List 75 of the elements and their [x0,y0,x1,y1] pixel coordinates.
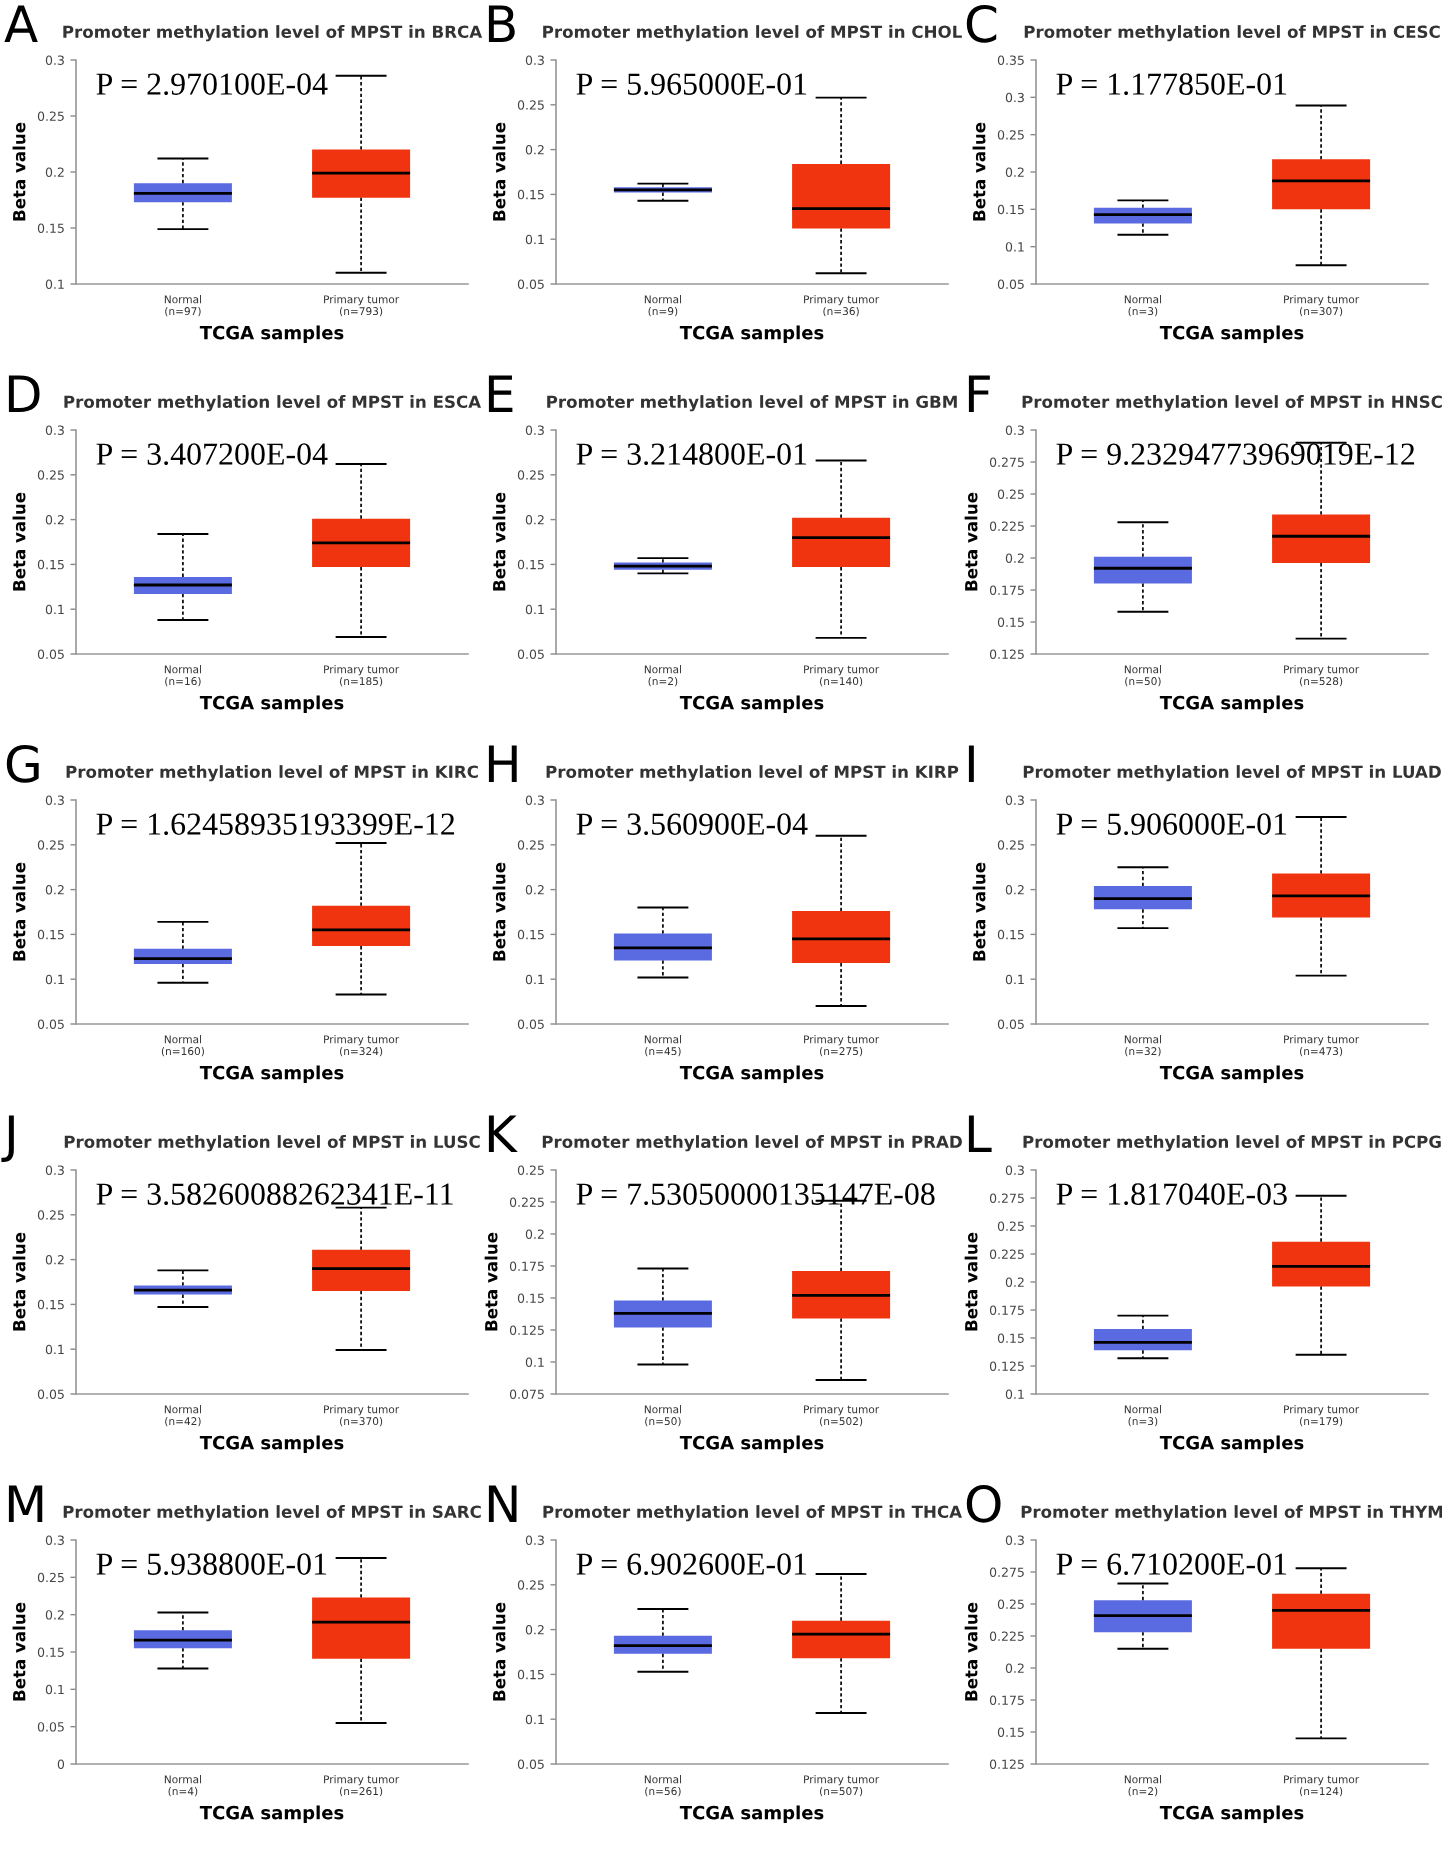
text: A [4,5,38,42]
annotation: P = 3.58260088262341E-11 [96,1183,453,1206]
y-axis-title: Beta value [492,492,506,591]
y-axis-title: Beta value [972,862,986,961]
x-axis-title: TCGA samples [199,325,344,343]
chart-title: Promoter methylation level of MPST in PCPG [1023,1135,1441,1152]
annotation: P = 6.710200E-01 [1056,1553,1287,1576]
y-axis-title: Beta value [12,1232,26,1331]
annotation: P = 9.23294773969019E-12 [1056,443,1415,466]
chart-title: Promoter methylation level of MPST in CESC [1024,25,1440,42]
text: I [968,745,974,782]
annotation: P = 2.970100E-04 [96,73,328,96]
y-axis-title: Beta value [964,492,978,591]
chart-title: Promoter methylation level of MPST in SARC [63,1505,481,1522]
text: L [968,1115,992,1152]
chart-title: Promoter methylation level of MPST in HNSC [1022,395,1442,412]
y-axis-title: Beta value [12,492,26,591]
x-axis-title: TCGA samples [679,325,824,343]
x-axis-title: TCGA samples [1159,695,1304,713]
x-axis-title: TCGA samples [679,1065,824,1083]
y-axis-title: Beta value [492,122,506,221]
annotation: P = 5.906000E-01 [1056,813,1287,836]
text: E [488,375,513,412]
x-axis-title: TCGA samples [679,1805,824,1823]
annotation: P = 3.407200E-04 [96,443,328,466]
x-axis-title: TCGA samples [199,1435,344,1453]
annotation: P = 1.62458935193399E-12 [96,813,455,836]
text: J [1,1115,14,1162]
x-axis-title: TCGA samples [1159,1065,1304,1083]
annotation: P = 1.177850E-01 [1056,73,1287,96]
chart-title: Promoter methylation level of MPST in KIRC [66,765,478,782]
x-axis-title: TCGA samples [199,1805,344,1823]
x-axis-title: TCGA samples [199,1065,344,1083]
chart-title: Promoter methylation level of MPST in PRAD [542,1135,962,1152]
y-axis-title: Beta value [492,1602,506,1701]
text: M [8,1485,43,1522]
text: N [488,1485,517,1522]
chart-title: Promoter methylation level of MPST in KIRP [546,765,959,782]
text: K [488,1115,518,1152]
y-axis-title: Beta value [492,862,506,961]
y-axis-title: Beta value [964,1602,978,1701]
chart-title: Promoter methylation level of MPST in THCA [543,1505,962,1522]
y-axis-title: Beta value [12,862,26,961]
annotation: P = 1.817040E-03 [1056,1183,1287,1206]
text: D [8,375,40,412]
text: B [488,5,515,42]
y-axis-title: Beta value [12,122,26,221]
chart-title: Promoter methylation level of MPST in GBM [547,395,957,412]
text: H [488,745,517,782]
x-axis-title: TCGA samples [1159,1435,1304,1453]
text: F [968,375,990,412]
annotation: P = 7.53050000135147E-08 [576,1183,935,1206]
text: C [966,4,997,43]
chart-title: Promoter methylation level of MPST in THYM [1021,1505,1442,1522]
y-axis-title: Beta value [12,1602,26,1701]
x-axis-title: TCGA samples [1159,325,1304,343]
x-axis-title: TCGA samples [199,695,344,713]
y-axis-title: Beta value [972,122,986,221]
annotation: P = 3.560900E-04 [576,813,808,836]
annotation: P = 5.938800E-01 [96,1553,327,1576]
y-axis-title: Beta value [484,1232,498,1331]
text: O [966,1484,1001,1523]
chart-title: Promoter methylation level of MPST in BRCA [63,25,483,42]
annotation: P = 5.965000E-01 [576,73,807,96]
y-axis-title: Beta value [964,1232,978,1331]
chart-title: Promoter methylation level of MPST in LUSC [64,1135,480,1152]
annotation: P = 6.902600E-01 [576,1553,807,1576]
x-axis-title: TCGA samples [679,695,824,713]
chart-title: Promoter methylation level of MPST in ESCA [64,395,482,412]
x-axis-title: TCGA samples [1159,1805,1304,1823]
x-axis-title: TCGA samples [679,1435,824,1453]
chart-title: Promoter methylation level of MPST in CHOL [543,25,962,42]
chart-title: Promoter methylation level of MPST in LUAD [1023,765,1441,782]
text: G [6,744,39,783]
annotation: P = 3.214800E-01 [576,443,807,466]
